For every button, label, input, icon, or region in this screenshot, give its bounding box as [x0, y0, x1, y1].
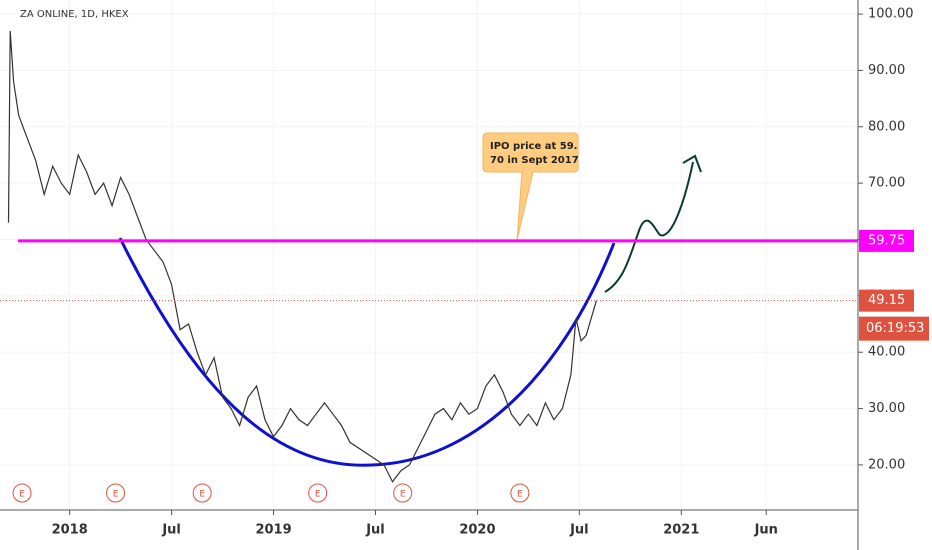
last-price-box [859, 289, 914, 312]
x-tick-label: Jul [161, 523, 181, 538]
y-tick-label: 100.00 [868, 7, 914, 22]
y-tick-label: 20.00 [868, 457, 905, 472]
event-label: E [517, 490, 523, 500]
level-label: 59.75 [868, 233, 905, 248]
event-label: E [199, 490, 205, 500]
x-tick-label: 2018 [52, 523, 88, 538]
cup-curve [118, 237, 616, 467]
countdown-box [859, 316, 929, 341]
event-marker [308, 483, 328, 503]
y-tick-label: 80.00 [868, 119, 905, 134]
x-tick-label: 2019 [255, 523, 291, 538]
countdown-label: 06:19:53 [866, 321, 924, 336]
annotation-line: 70 in Sept 2017 [490, 155, 579, 166]
chart-title: ZA ONLINE, 1D, HKEX [20, 9, 129, 20]
y-tick-label: 90.00 [868, 63, 905, 78]
event-marker [12, 483, 32, 503]
price-line [7, 30, 597, 483]
event-marker [106, 483, 126, 503]
x-tick-label: Jul [569, 523, 589, 538]
event-label: E [400, 490, 406, 500]
x-tick-label: 2021 [663, 523, 699, 538]
annotation-line: IPO price at 59. [490, 141, 577, 152]
y-tick-label: 30.00 [868, 401, 905, 416]
projection-arrow [604, 161, 694, 293]
x-tick-label: Jul [365, 523, 385, 538]
x-tick-label: 2020 [459, 523, 495, 538]
annotation-box [482, 132, 579, 241]
x-tick-label: Jun [754, 523, 778, 538]
event-marker [393, 483, 413, 503]
level-label-box [859, 229, 914, 252]
event-label: E [315, 490, 321, 500]
event-marker [510, 483, 530, 503]
y-tick-label: 40.00 [868, 345, 905, 360]
y-tick-label: 70.00 [868, 176, 905, 191]
event-marker [192, 483, 212, 503]
event-label: E [113, 490, 119, 500]
event-label: E [19, 490, 25, 500]
last-price-label: 49.15 [868, 293, 905, 308]
arrow-head [682, 154, 702, 173]
